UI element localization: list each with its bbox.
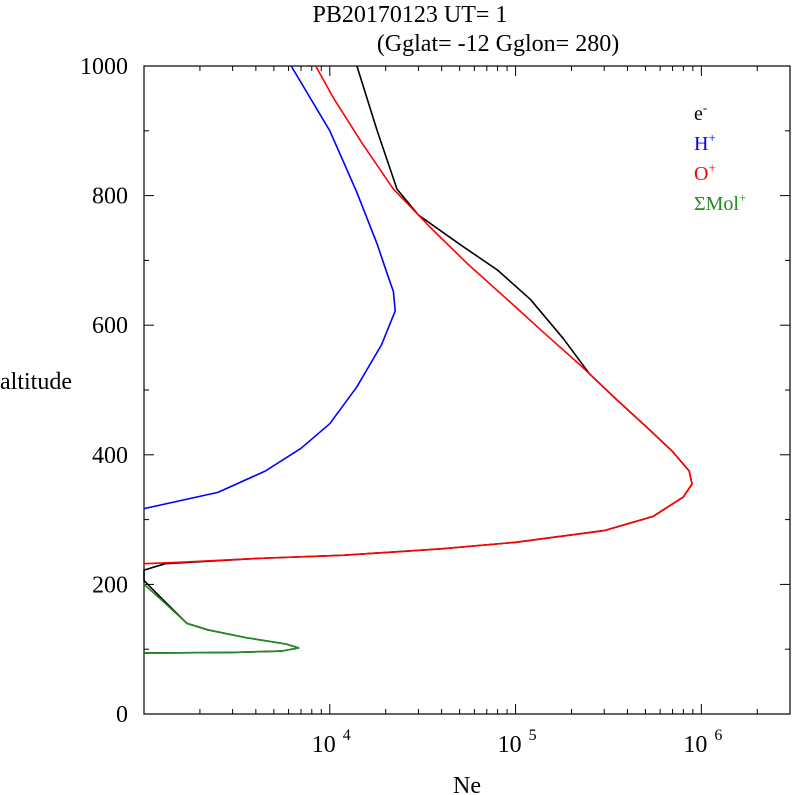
legend-entry-superscript: + bbox=[708, 160, 715, 175]
y-tick-label: 400 bbox=[92, 443, 128, 469]
series-line bbox=[143, 65, 693, 654]
y-axis-ticks: 0 200 400 600 800 1000 bbox=[80, 54, 790, 728]
series-lines bbox=[143, 65, 693, 654]
legend-entry: ΣMol+ bbox=[694, 190, 746, 215]
series-line bbox=[143, 65, 693, 565]
x-tick-label: 10 bbox=[312, 732, 336, 758]
series-line bbox=[143, 65, 397, 510]
x-tick-exponent: 6 bbox=[714, 727, 722, 744]
x-axis-ticks: 10 4 10 5 10 6 bbox=[143, 66, 791, 758]
x-axis-label: Ne bbox=[453, 773, 481, 795]
x-tick-label: 10 bbox=[683, 732, 707, 758]
x-tick-label: 10 bbox=[498, 732, 522, 758]
x-tick-exponent: 5 bbox=[529, 727, 537, 744]
chart-title-line1: PB20170123 UT= 1 bbox=[313, 2, 508, 28]
legend-entry: e- bbox=[694, 100, 707, 125]
legend-entry: H+ bbox=[694, 130, 716, 155]
y-tick-label: 0 bbox=[116, 702, 128, 728]
y-tick-label: 600 bbox=[92, 313, 128, 339]
chart-title-line2: (Gglat= -12 Gglon= 280) bbox=[377, 31, 619, 57]
series-line bbox=[143, 583, 300, 654]
y-axis-label: altitude bbox=[0, 369, 72, 395]
legend-entry-superscript: + bbox=[739, 190, 746, 205]
y-tick-label: 200 bbox=[92, 572, 128, 598]
y-tick-label: 800 bbox=[92, 184, 128, 210]
x-tick-exponent: 4 bbox=[343, 727, 351, 744]
legend-entry-superscript: + bbox=[708, 130, 715, 145]
legend-entry-superscript: - bbox=[703, 100, 707, 115]
y-tick-label: 1000 bbox=[80, 54, 128, 80]
legend: e- H+ O+ ΣMol+ bbox=[694, 100, 746, 215]
legend-entry: O+ bbox=[694, 160, 716, 185]
